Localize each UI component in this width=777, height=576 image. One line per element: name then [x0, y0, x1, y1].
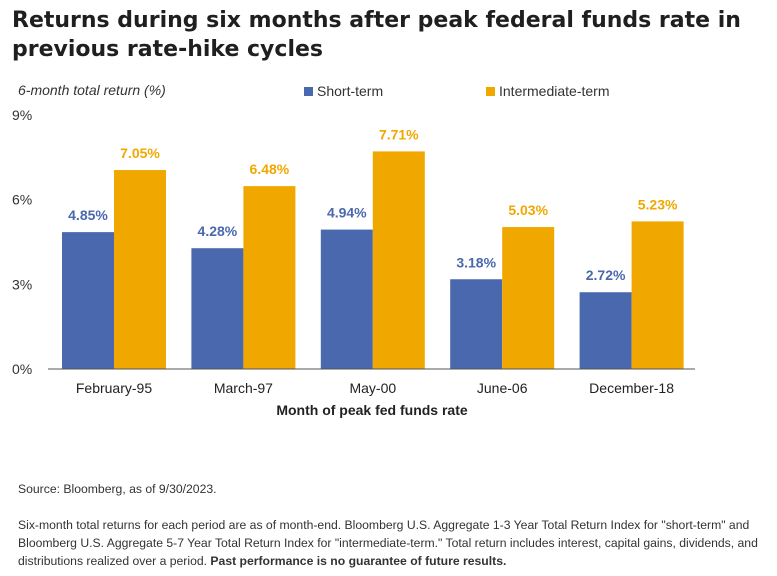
data-label: 4.85% — [68, 207, 108, 223]
x-tick-label: February-95 — [76, 380, 152, 396]
data-label: 7.05% — [120, 145, 160, 161]
bar-intermediate-term — [243, 186, 296, 369]
bar-intermediate-term — [502, 227, 555, 369]
y-axis-label: 6-month total return (%) — [18, 82, 166, 98]
x-tick-label: May-00 — [349, 380, 396, 396]
y-tick-label: 6% — [12, 192, 32, 208]
bar-short-term — [62, 232, 114, 369]
footnote: Six-month total returns for each period … — [18, 516, 763, 570]
bar-chart: 6-month total return (%) Short-term Interm… — [12, 82, 695, 418]
x-tick-label: March-97 — [214, 380, 273, 396]
bar-short-term — [450, 279, 503, 369]
bar-short-term — [320, 229, 373, 369]
legend-swatch-0 — [304, 87, 313, 96]
data-label: 4.94% — [327, 205, 367, 221]
data-label: 2.72% — [586, 267, 626, 283]
bar-intermediate-term — [631, 221, 684, 369]
y-tick-label: 0% — [12, 361, 32, 377]
x-axis-label: Month of peak fed funds rate — [276, 402, 468, 418]
footnote-disclaimer: Past performance is no guarantee of futu… — [210, 554, 507, 568]
bar-short-term — [191, 248, 244, 369]
y-tick-label: 3% — [12, 276, 32, 292]
footnote-text: Six-month total returns for each period … — [18, 518, 758, 568]
data-label: 5.23% — [638, 196, 678, 212]
data-label: 6.48% — [250, 161, 290, 177]
data-label: 5.03% — [508, 202, 548, 218]
bar-short-term — [579, 292, 632, 369]
bar-intermediate-term — [372, 151, 425, 369]
source-note: Source: Bloomberg, as of 9/30/2023. — [18, 482, 217, 496]
data-label: 3.18% — [456, 254, 496, 270]
x-tick-label: June-06 — [477, 380, 528, 396]
legend-swatch-1 — [486, 87, 495, 96]
y-tick-label: 9% — [12, 107, 32, 123]
data-label: 4.28% — [198, 223, 238, 239]
legend-label-1: Intermediate-term — [499, 83, 609, 99]
chart-title: Returns during six months after peak fed… — [12, 8, 741, 62]
data-label: 7.71% — [379, 126, 419, 142]
legend-label-0: Short-term — [317, 83, 383, 99]
bar-intermediate-term — [114, 170, 166, 369]
x-tick-label: December-18 — [589, 380, 674, 396]
